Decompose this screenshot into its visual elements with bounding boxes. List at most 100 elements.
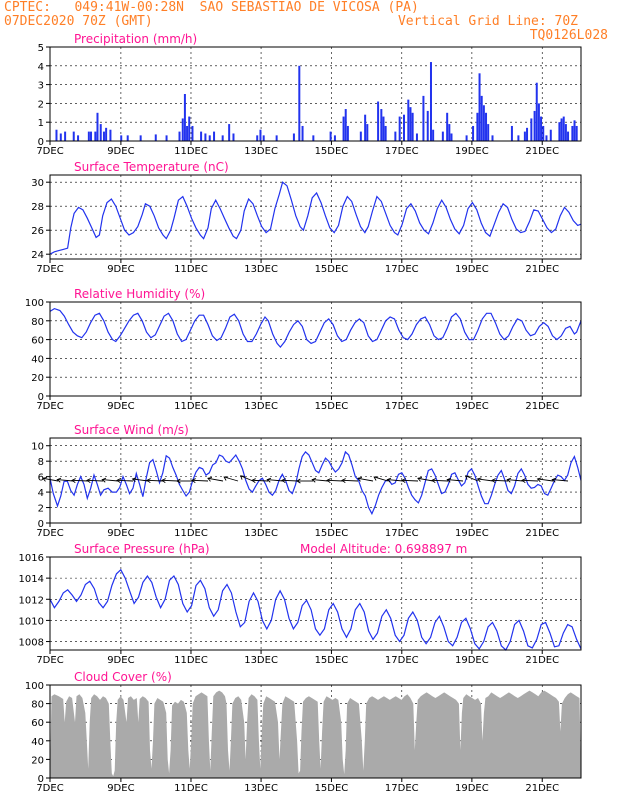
wind-arrow xyxy=(252,479,269,482)
wind-arrow-head xyxy=(465,475,470,480)
precip-bar xyxy=(105,127,108,141)
y-tick-label: 100 xyxy=(25,298,44,309)
precip-bar xyxy=(450,133,453,141)
x-tick-label: 15DEC xyxy=(315,146,349,157)
precip-bar xyxy=(535,82,538,141)
precip-bar xyxy=(573,120,576,141)
x-tick-label: 11DEC xyxy=(174,783,208,794)
x-tick-label: 7DEC xyxy=(36,655,63,666)
precip-bar xyxy=(491,135,494,141)
precip-bar xyxy=(426,110,429,141)
model-altitude: Model Altitude: 0.698897 m xyxy=(300,542,467,556)
precip-bar xyxy=(186,125,189,141)
y-tick-label: 2 xyxy=(38,504,44,515)
x-tick-label: 15DEC xyxy=(315,655,349,666)
precip-bar xyxy=(545,135,548,141)
precip-bar xyxy=(567,131,570,141)
wind-arrow-head xyxy=(341,478,346,484)
precip-bar xyxy=(384,125,387,141)
precip-bar xyxy=(403,114,405,141)
precip-bar xyxy=(446,112,449,141)
precip-bar xyxy=(292,133,295,141)
panel-title: Surface Wind (m/s) xyxy=(74,423,189,437)
precip-bar xyxy=(256,135,259,141)
precip-bar xyxy=(181,118,184,141)
precip-bar xyxy=(482,105,485,141)
precip-bar xyxy=(562,116,565,141)
precip-bar xyxy=(398,116,401,141)
wind-arrow-head xyxy=(521,478,526,484)
y-tick-label: 60 xyxy=(31,718,44,729)
x-tick-label: 21DEC xyxy=(525,146,559,157)
wind-arrow-head xyxy=(491,478,496,484)
precip-bar xyxy=(72,131,75,141)
precip-bar xyxy=(571,125,574,141)
x-tick-label: 7DEC xyxy=(36,401,63,412)
precip-bar xyxy=(301,125,304,141)
x-tick-label: 19DEC xyxy=(455,401,489,412)
precip-bar xyxy=(329,131,332,141)
precip-bar xyxy=(549,129,552,141)
precip-bar xyxy=(478,73,481,141)
wind-arrow-head xyxy=(223,476,229,481)
precip-bar xyxy=(342,116,345,141)
wind-arrow xyxy=(132,478,149,482)
precip-bar xyxy=(422,95,425,141)
x-tick-label: 13DEC xyxy=(244,528,278,539)
precip-bar xyxy=(476,112,479,141)
wind-arrow-head xyxy=(281,478,286,484)
precip-bar xyxy=(188,116,191,141)
y-tick-label: 0 xyxy=(38,774,44,785)
precip-bar xyxy=(120,135,123,141)
x-tick-label: 21DEC xyxy=(525,264,559,275)
wind-arrow xyxy=(357,477,374,482)
wind-arrow-head xyxy=(386,477,392,483)
x-tick-label: 13DEC xyxy=(244,401,278,412)
precip-bar xyxy=(448,124,451,141)
y-tick-label: 80 xyxy=(31,317,44,328)
wind-arrow xyxy=(267,479,284,482)
precip-bar xyxy=(221,135,224,141)
precip-bar xyxy=(275,135,278,141)
precip-bar xyxy=(364,114,367,141)
wind-arrow-head xyxy=(191,478,196,484)
y-tick-label: 5 xyxy=(38,43,44,54)
x-tick-label: 19DEC xyxy=(455,655,489,666)
x-tick-label: 19DEC xyxy=(455,528,489,539)
precip-bar xyxy=(59,133,62,141)
panel-title: Cloud Cover (%) xyxy=(74,670,172,684)
panel-frame xyxy=(49,301,582,397)
precip-bar xyxy=(537,103,540,141)
wind-arrow xyxy=(240,475,254,482)
temperature-line xyxy=(49,181,582,255)
wind-arrow xyxy=(477,478,494,482)
wind-arrow xyxy=(147,479,164,482)
precip-bar xyxy=(530,118,533,141)
panel-title: Surface Pressure (hPa) xyxy=(74,542,210,556)
wind-arrow xyxy=(374,476,389,482)
x-tick-label: 13DEC xyxy=(244,783,278,794)
precip-bar xyxy=(99,124,102,141)
precip-bar xyxy=(510,125,513,141)
precip-bar xyxy=(77,135,80,141)
precip-bar xyxy=(432,129,435,141)
precip-bar xyxy=(526,127,529,141)
precip-bar xyxy=(126,135,129,141)
wind-arrow xyxy=(162,479,179,482)
x-tick-label: 21DEC xyxy=(525,401,559,412)
panel-pressure: 1008 1010 1012 1014 1016 7DEC 9DEC 11DEC 13DEC 15… xyxy=(19,542,582,666)
precip-bar xyxy=(409,107,412,141)
wind-arrow xyxy=(312,479,329,482)
wind-arrow xyxy=(117,479,134,482)
x-tick-label: 9DEC xyxy=(107,655,134,666)
panel-wind: 0 2 4 6 8 10 7DEC 9DEC 11DEC 13DEC 15DEC 17DEC 19DEC… xyxy=(31,423,582,539)
wind-arrow xyxy=(465,475,479,482)
precip-bar xyxy=(109,129,112,141)
y-tick-label: 60 xyxy=(31,336,44,347)
precip-bar xyxy=(540,116,543,141)
wind-arrow-head xyxy=(240,475,245,480)
header-date: 07DEC2020 70Z (GMT) xyxy=(4,14,153,29)
wind-arrow-head xyxy=(296,478,301,484)
panel-frame xyxy=(49,684,582,779)
precip-bar xyxy=(96,112,99,141)
